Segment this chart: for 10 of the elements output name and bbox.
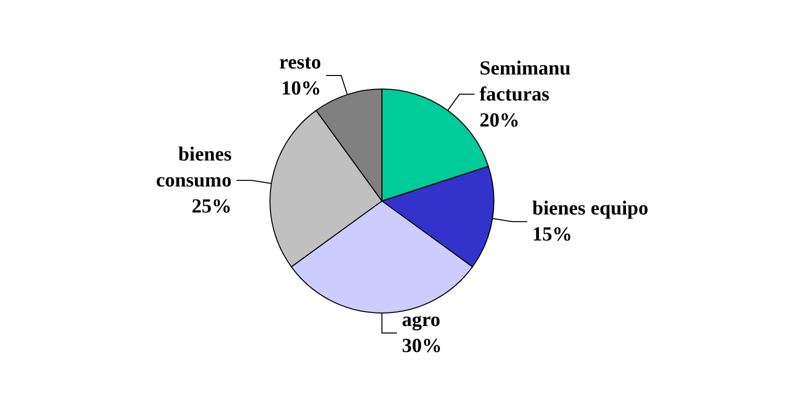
slice-label: agro: [402, 308, 440, 331]
data-label: 10%: [281, 78, 322, 100]
slice-label: bienes consumo: [156, 143, 232, 192]
data-label: 25%: [192, 195, 232, 218]
data-label: 30%: [402, 334, 442, 357]
slice-label: Semimanu facturas: [479, 57, 571, 106]
slice-label: bienes equipo: [532, 198, 648, 220]
data-label: 20%: [479, 109, 520, 132]
data-label: 15%: [532, 224, 572, 246]
slice-label: resto: [279, 52, 322, 74]
